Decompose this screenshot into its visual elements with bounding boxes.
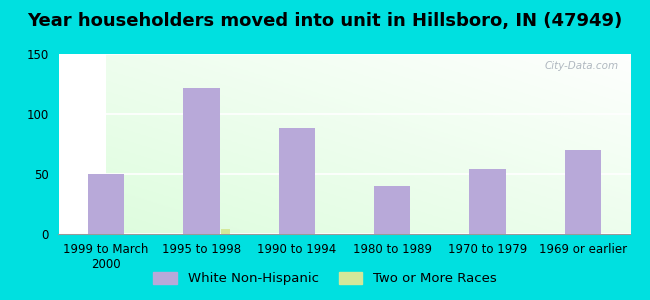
Text: City-Data.com: City-Data.com xyxy=(545,61,619,71)
Bar xyxy=(183,88,220,234)
Bar xyxy=(374,186,410,234)
Bar xyxy=(565,150,601,234)
Bar xyxy=(279,128,315,234)
Bar xyxy=(469,169,506,234)
Text: Year householders moved into unit in Hillsboro, IN (47949): Year householders moved into unit in Hil… xyxy=(27,12,623,30)
Bar xyxy=(88,174,124,234)
Bar xyxy=(220,229,230,234)
Legend: White Non-Hispanic, Two or More Races: White Non-Hispanic, Two or More Races xyxy=(148,266,502,290)
